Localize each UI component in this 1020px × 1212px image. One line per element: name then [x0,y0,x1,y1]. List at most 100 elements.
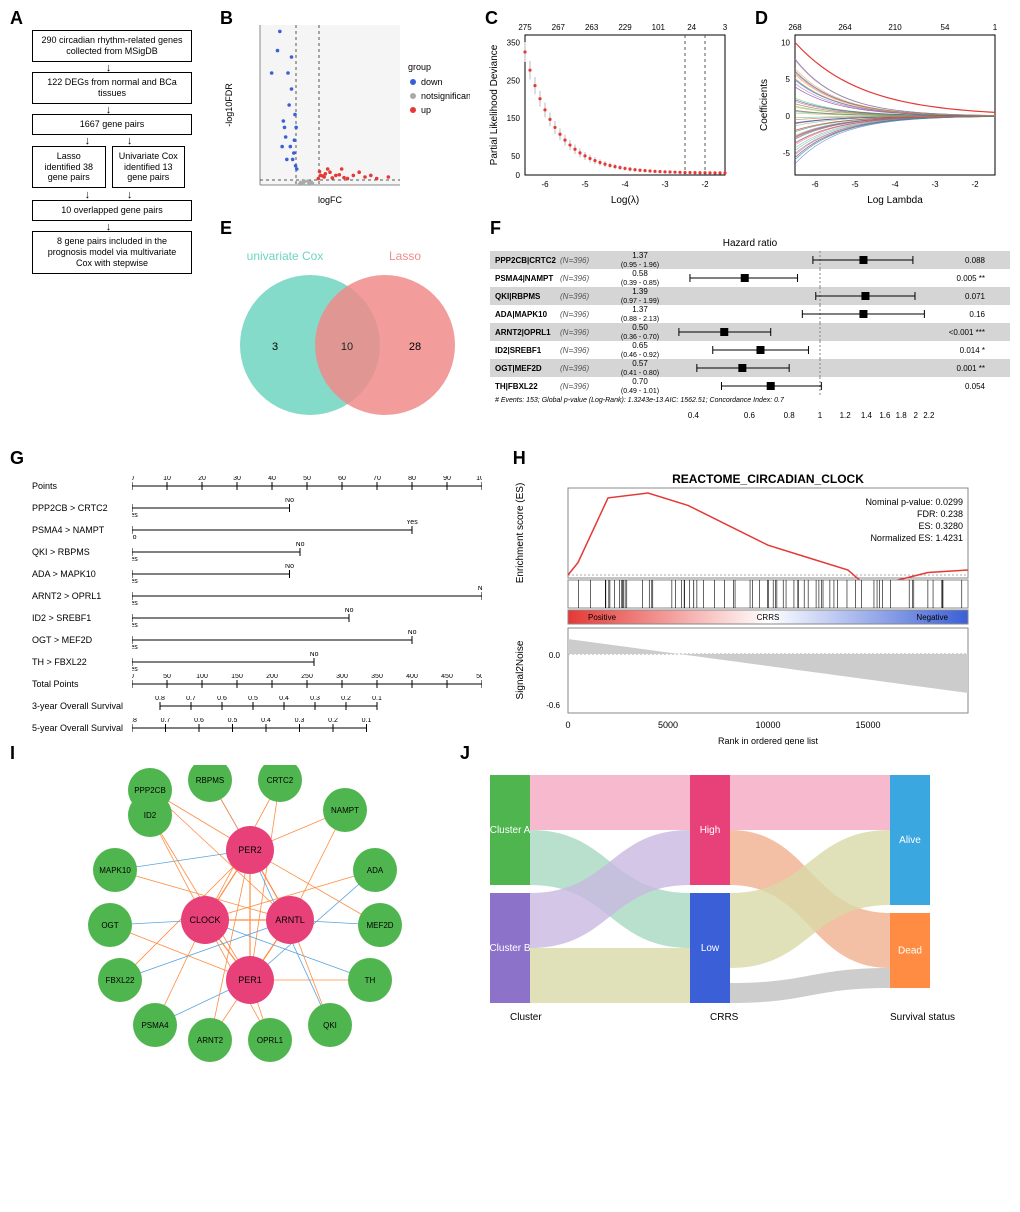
svg-text:MAPK10: MAPK10 [99,866,131,875]
nomo-row: PPP2CB > CRTC2YesNo [32,497,498,519]
svg-text:5: 5 [786,75,791,84]
svg-text:20: 20 [198,476,206,482]
svg-text:Yes: Yes [132,600,138,606]
svg-text:3: 3 [723,23,728,32]
svg-text:Partial Likelihood Deviance: Partial Likelihood Deviance [489,44,500,165]
svg-text:90: 90 [443,476,451,482]
svg-text:-5: -5 [851,180,859,189]
svg-text:229: 229 [618,23,632,32]
forest-row: TH|FBXL22 (N=396) 0.70(0.49 - 1.01) 0.05… [490,377,1010,395]
svg-text:0.8: 0.8 [132,718,137,724]
svg-text:250: 250 [301,674,313,680]
nomo-row: PSMA4 > NAMPTNoYes [32,519,498,541]
svg-text:-0.6: -0.6 [546,701,560,710]
svg-text:Yes: Yes [132,578,138,584]
svg-text:Coefficients: Coefficients [759,79,770,131]
svg-text:0.8: 0.8 [784,411,796,420]
svg-text:-6: -6 [811,180,819,189]
svg-text:275: 275 [518,23,532,32]
svg-text:0.8: 0.8 [155,696,165,702]
svg-text:No: No [285,498,294,504]
svg-text:-2: -2 [701,180,709,189]
svg-text:PPP2CB: PPP2CB [134,786,166,795]
svg-text:350: 350 [371,674,383,680]
flow-arrow: ↓ ↓ [32,192,185,199]
svg-text:PER2: PER2 [238,845,262,855]
svg-text:0.4: 0.4 [688,411,700,420]
svg-text:0.6: 0.6 [744,411,756,420]
forest-row: ID2|SREBF1 (N=396) 0.65(0.46 - 0.92) 0.0… [490,341,1010,359]
svg-text:-4: -4 [891,180,899,189]
svg-text:MEF2D: MEF2D [366,921,393,930]
svg-text:Signal2Noise: Signal2Noise [515,640,526,699]
svg-text:Yes: Yes [132,622,138,628]
svg-text:No: No [132,534,137,540]
forest-row: ARNT2|OPRL1 (N=396) 0.50(0.36 - 0.70) <0… [490,323,1010,341]
nomo-row: Points0102030405060708090100 [32,475,498,497]
svg-text:Normalized ES: 1.4231: Normalized ES: 1.4231 [870,533,963,543]
svg-text:450: 450 [441,674,453,680]
svg-text:0.5: 0.5 [248,696,258,702]
svg-text:0: 0 [565,720,570,730]
svg-text:OPRL1: OPRL1 [257,1036,284,1045]
svg-text:28: 28 [409,341,421,353]
svg-text:1.6: 1.6 [879,411,891,420]
panel-d: D 268264210541 Log Lambda Coefficients -… [755,10,1010,205]
svg-text:250: 250 [507,76,521,85]
svg-text:264: 264 [838,23,852,32]
gsea-plot: REACTOME_CIRCADIAN_CLOCK Nominal p-value… [513,470,993,745]
flow-box: Lasso identified 38 gene pairs [32,146,106,188]
svg-text:QKI: QKI [323,1021,337,1030]
flowchart: 290 circadian rhythm-related genes colle… [10,10,185,274]
svg-text:CRRS: CRRS [710,1012,739,1023]
svg-text:Dead: Dead [898,946,922,957]
sankey-diagram: Cluster ACluster BHighLowAliveDead Clust… [480,765,980,1040]
svg-text:0.7: 0.7 [186,696,196,702]
nomo-row: 3-year Overall Survival0.80.70.60.50.40.… [32,695,498,717]
svg-text:60: 60 [338,476,346,482]
svg-text:FDR: 0.238: FDR: 0.238 [917,509,963,519]
svg-text:Yes: Yes [132,556,138,562]
panel-label-d: D [755,8,768,29]
panel-label-c: C [485,8,498,29]
lasso-deviance: 275267263229101243 Log(λ) Partial Likeli… [485,10,740,205]
nomo-row: ADA > MAPK10YesNo [32,563,498,585]
svg-text:Positive: Positive [588,613,617,622]
forest-row: PSMA4|NAMPT (N=396) 0.58(0.39 - 0.85) 0.… [490,269,1010,287]
panel-label-a: A [10,8,23,29]
panel-a: A 290 circadian rhythm-related genes col… [10,10,205,205]
svg-text:150: 150 [507,114,521,123]
panel-label-b: B [220,8,233,29]
svg-text:10: 10 [163,476,171,482]
svg-text:Yes: Yes [132,512,138,518]
svg-text:50: 50 [303,476,311,482]
nomo-row: OGT > MEF2DYesNo [32,629,498,651]
svg-text:Cluster A: Cluster A [490,825,531,836]
forest-row: QKI|RBPMS (N=396) 1.39(0.97 - 1.99) 0.07… [490,287,1010,305]
svg-text:50: 50 [511,152,520,161]
nomo-row: Total Points0501001502002503003504004505… [32,673,498,695]
svg-text:CRTC2: CRTC2 [267,776,294,785]
svg-text:Enrichment score (ES): Enrichment score (ES) [515,483,526,584]
svg-text:0.2: 0.2 [341,696,351,702]
svg-text:OGT: OGT [101,921,118,930]
svg-text:Survival status: Survival status [890,1012,955,1023]
svg-text:263: 263 [585,23,599,32]
forest-footer: # Events: 153; Global p-value (Log-Rank)… [490,395,1010,406]
svg-text:CLOCK: CLOCK [189,915,220,925]
network-graph: RBPMSCRTC2NAMPTADAMEF2DTHQKIOPRL1ARNT2PS… [80,765,420,1065]
svg-text:0.4: 0.4 [279,696,289,702]
svg-text:Log(λ): Log(λ) [611,195,639,205]
svg-text:Yes: Yes [132,644,138,650]
forest-row: OGT|MEF2D (N=396) 0.57(0.41 - 0.80) 0.00… [490,359,1010,377]
svg-text:Cluster B: Cluster B [489,943,530,954]
svg-text:0.2: 0.2 [328,718,338,724]
panel-label-h: H [513,448,526,469]
svg-text:univariate Cox: univariate Cox [247,249,324,263]
svg-text:-5: -5 [581,180,589,189]
svg-text:No: No [310,652,319,658]
svg-text:10: 10 [781,38,790,47]
svg-text:High: High [700,825,721,836]
svg-text:-4: -4 [621,180,629,189]
svg-text:Low: Low [701,943,720,954]
